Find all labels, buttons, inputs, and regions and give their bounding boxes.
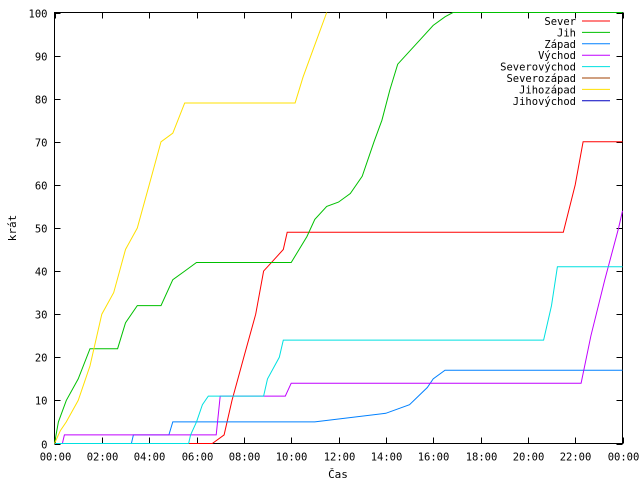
y-tick-label: 0	[41, 440, 47, 452]
legend-label: Severozápad	[506, 73, 576, 85]
y-tick-label: 10	[35, 396, 48, 408]
x-tick-label: 02:00	[87, 452, 119, 464]
x-tick-label: 22:00	[560, 452, 592, 464]
x-tick-label: 10:00	[276, 452, 308, 464]
legend: SeverJihZápadVýchodSeverovýchodSeverozáp…	[500, 16, 610, 108]
series-lines	[54, 12, 623, 444]
legend-label: Jih	[557, 27, 576, 39]
legend-label: Východ	[538, 50, 576, 62]
x-axis-ticks: 00:00 02:00 04:00 06:00 08:00 10:00 12:00 14:00…	[40, 12, 640, 464]
legend-label: Jihozápad	[519, 84, 576, 96]
x-axis-label: Čas	[328, 468, 348, 480]
series-line-severovýchod	[54, 266, 623, 444]
series-line-západ	[54, 369, 623, 444]
x-tick-label: 08:00	[229, 452, 261, 464]
series-line-sever	[54, 141, 623, 444]
legend-label: Severovýchod	[500, 62, 576, 74]
x-tick-label: 20:00	[513, 452, 545, 464]
x-tick-label: 06:00	[182, 452, 214, 464]
x-tick-label: 16:00	[418, 452, 450, 464]
series-line-jihozápad	[54, 12, 328, 444]
y-axis-ticks: 0 10 20 30 40 50 60 70 80 90 100	[29, 9, 623, 452]
y-axis-label: krát	[6, 215, 19, 242]
y-tick-label: 100	[29, 9, 48, 21]
y-tick-label: 60	[35, 181, 48, 193]
y-tick-label: 70	[35, 138, 48, 150]
y-tick-label: 50	[35, 224, 48, 236]
x-tick-label: 00:00	[40, 452, 72, 464]
y-tick-label: 20	[35, 353, 48, 365]
x-tick-label: 18:00	[466, 452, 498, 464]
y-tick-label: 90	[35, 52, 48, 64]
series-line-jih	[54, 12, 623, 444]
legend-label: Sever	[544, 16, 576, 28]
x-tick-label: 04:00	[134, 452, 166, 464]
x-tick-label: 00:00	[608, 452, 640, 464]
x-tick-label: 14:00	[371, 452, 403, 464]
x-tick-label: 12:00	[324, 452, 356, 464]
y-tick-label: 80	[35, 95, 48, 107]
y-tick-label: 40	[35, 267, 48, 279]
y-tick-label: 30	[35, 310, 48, 322]
series-line-východ	[54, 210, 623, 444]
legend-label: Západ	[544, 39, 576, 51]
legend-label: Jihovýchod	[513, 96, 576, 108]
